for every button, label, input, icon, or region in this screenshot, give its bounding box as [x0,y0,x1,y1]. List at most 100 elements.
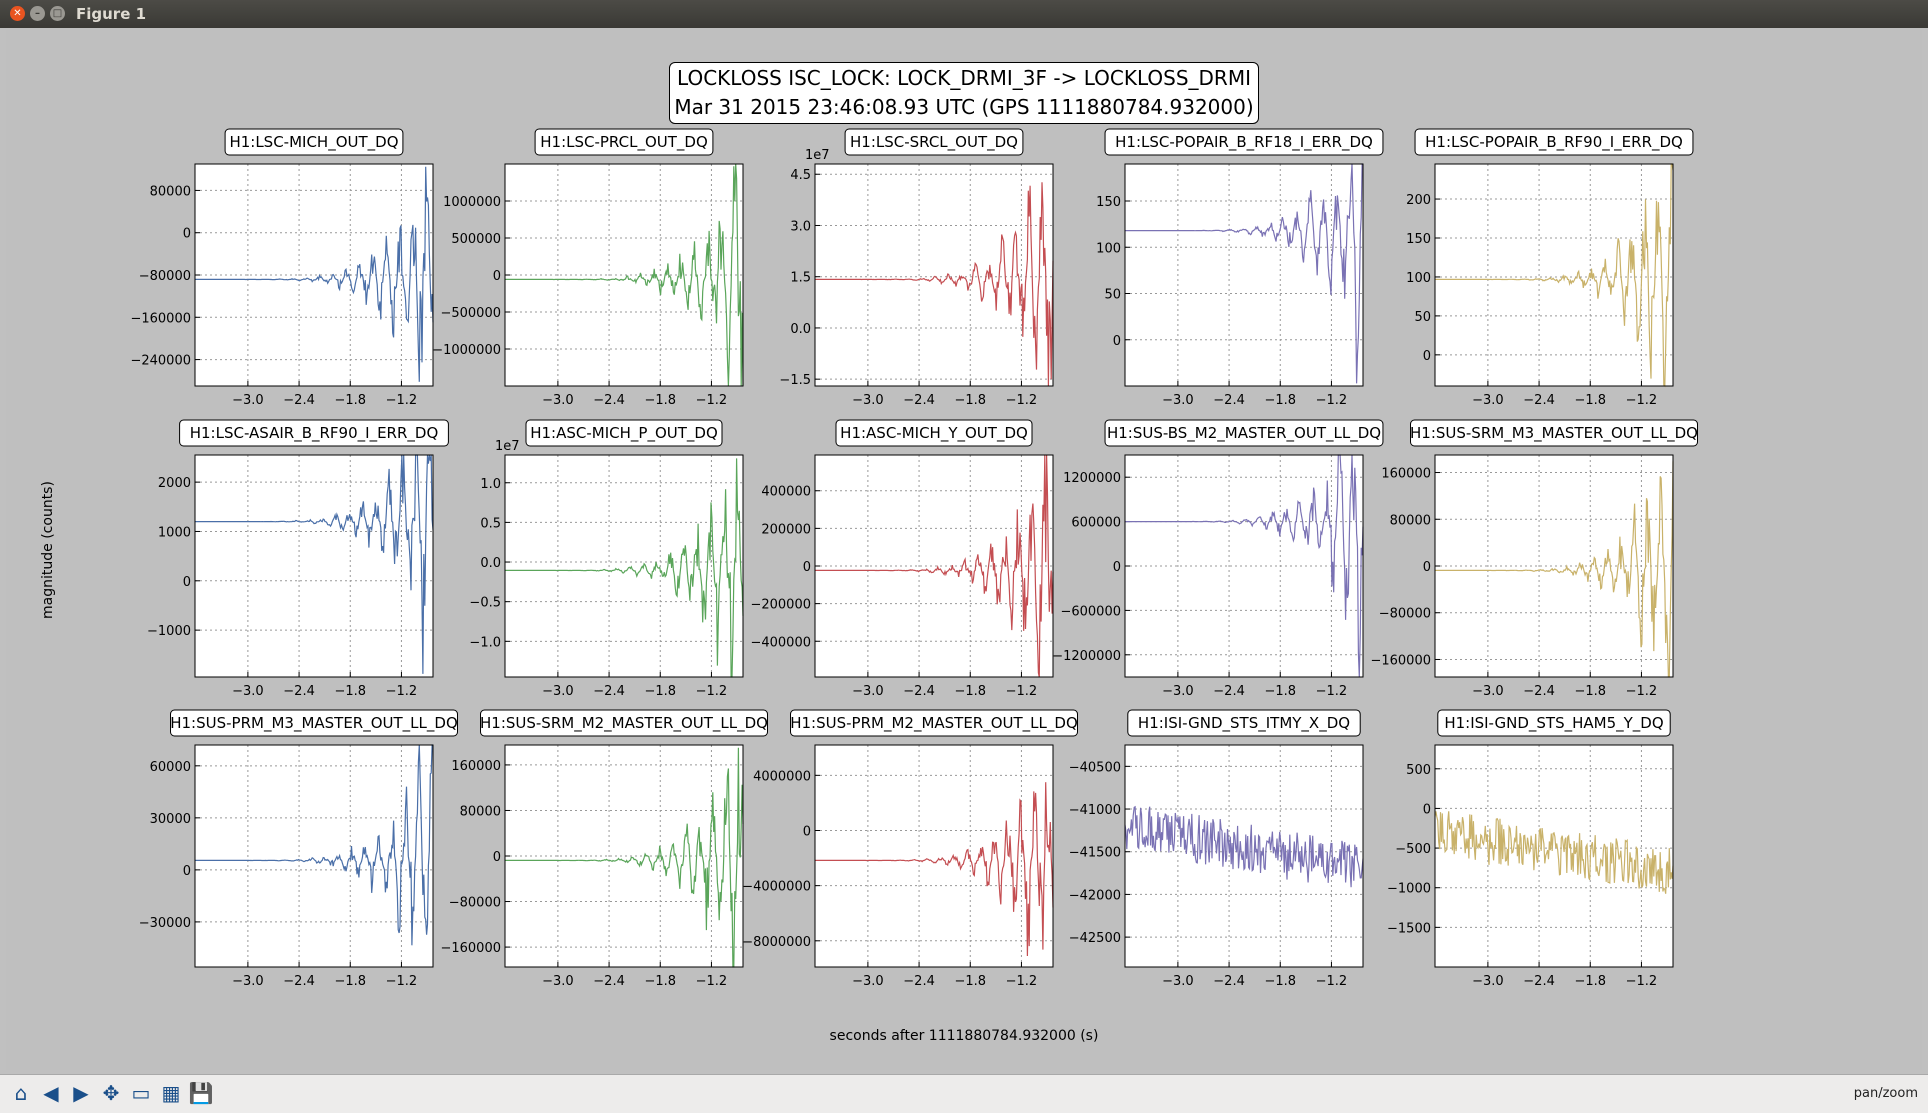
subplot-13[interactable]: −3.0 −2.4 −1.8 −1.2 4000000 0 −4000000 −8000000… [742,709,1078,989]
x-tick-label: −1.2 [1316,684,1348,699]
x-tick-label: −3.0 [852,393,884,408]
y-tick-label: 0 [1113,334,1121,349]
axes-frame [1124,744,1364,968]
subplot-6[interactable]: −3.0 −2.4 −1.8 −1.2 2000 1000 0 −1000 H1:LSC-ASA… [147,419,449,699]
pan-button[interactable]: ✥ [98,1080,124,1106]
subplot-title: H1:ISI-GND_STS_ITMY_X_DQ [1138,714,1350,733]
subplot-12[interactable]: −3.0 −2.4 −1.8 −1.2 160000 80000 0 −80000 −16000… [440,709,768,989]
axes-frame [194,744,434,968]
y-tick-label: 0 [183,864,191,879]
axes-background [195,455,433,677]
y-tick-label: −41000 [1069,803,1121,818]
subplot-title: H1:SUS-SRM_M2_MASTER_OUT_LL_DQ [480,714,768,733]
subplot-2[interactable]: −3.0 −2.4 −1.8 −1.2 1000000 500000 0 −500000 −10… [432,128,744,408]
subplot-3[interactable]: −3.0 −2.4 −1.8 −1.2 4.5 3.0 1.5 0.0 −1.5 1e7 H1:LS… [779,128,1054,408]
x-tick-label: −3.0 [1162,974,1194,989]
pan-icon: ✥ [102,1081,120,1105]
subplot-title-box [835,419,1033,447]
y-tick-label: −500 [1395,842,1431,857]
y-tick-label: −400000 [750,635,811,650]
y-tick-label: 80000 [150,184,191,199]
subplot-4[interactable]: −3.0 −2.4 −1.8 −1.2 150 100 50 0 H1:LSC-POPAIR_B… [1096,128,1384,408]
x-tick-label: −3.0 [1472,684,1504,699]
axes-background [815,745,1053,967]
subplot-15[interactable]: −3.0 −2.4 −1.8 −1.2 500 0 −500 −1000 −1500 H1:ISI… [1387,709,1674,989]
subplot-grid[interactable]: −3.0 −2.4 −1.8 −1.2 80000 0 −80000 −160000 −2400… [0,0,1928,1070]
y-tick-label: 0.0 [480,556,501,571]
minimize-window-button[interactable]: – [30,6,45,21]
back-button[interactable]: ◀ [38,1080,64,1106]
subplot-5[interactable]: −3.0 −2.4 −1.8 −1.2 200 150 100 50 0 H1:LSC-POPAI… [1406,128,1694,408]
x-tick-label: −1.8 [954,974,986,989]
axes-background [1435,455,1673,677]
axes-background [195,164,433,386]
y-tick-label: 50 [1414,310,1431,325]
home-button[interactable]: ⌂ [8,1080,34,1106]
subplot-title-box [480,709,768,737]
y-tick-label: −160000 [1370,653,1431,668]
y-tick-label: 50 [1104,288,1121,303]
y-tick-label: 60000 [150,760,191,775]
x-tick-label: −1.2 [386,393,418,408]
subplot-10[interactable]: −3.0 −2.4 −1.8 −1.2 160000 80000 0 −80000 −16000… [1370,419,1698,699]
subplot-8[interactable]: −3.0 −2.4 −1.8 −1.2 400000 200000 0 −200000 −400… [750,419,1054,699]
close-window-button[interactable]: ✕ [10,6,25,21]
subplot-7[interactable]: −3.0 −2.4 −1.8 −1.2 1.0 0.5 0.0 −0.5 −1.0 1e7 H1:A… [469,419,744,699]
subplot-1[interactable]: −3.0 −2.4 −1.8 −1.2 80000 0 −80000 −160000 −2400… [130,128,434,408]
x-tick-label: −1.8 [334,974,366,989]
series-line [1124,805,1364,888]
series-line [195,744,433,946]
save-button[interactable]: 💾 [188,1080,214,1106]
y-tick-label: −160000 [440,941,501,956]
subplot-title: H1:SUS-SRM_M3_MASTER_OUT_LL_DQ [1410,424,1698,443]
y-tick-label: 0.0 [790,322,811,337]
subplot-14[interactable]: −3.0 −2.4 −1.8 −1.2 −40500 −41000 −41500 −42000… [1069,709,1364,989]
y-tick-label: −1.0 [469,635,501,650]
subplot-title-box [1437,709,1671,737]
y-tick-label: −1000000 [432,343,501,358]
y-tick-label: −160000 [130,311,191,326]
x-tick-label: −1.8 [644,684,676,699]
axes-background [195,745,433,967]
y-tick-label: 0 [1423,349,1431,364]
y-tick-label: 2000 [158,476,191,491]
x-tick-label: −2.4 [903,684,935,699]
configure-button[interactable]: ▦ [158,1080,184,1106]
axes-background [1125,164,1363,386]
x-tick-label: −1.2 [1316,393,1348,408]
x-tick-label: −1.2 [1006,684,1038,699]
subplot-11[interactable]: −3.0 −2.4 −1.8 −1.2 60000 30000 0 −30000 H1:SUS-… [139,709,458,989]
zoom-button[interactable]: ▭ [128,1080,154,1106]
series-line [1125,163,1363,384]
axes-background [505,164,743,386]
y-tick-label: 500000 [451,232,501,247]
x-tick-label: −1.8 [1264,393,1296,408]
x-tick-label: −3.0 [232,393,264,408]
axes-frame [504,744,744,968]
subplot-title-box [170,709,458,737]
axes-background [1435,164,1673,386]
y-tick-label: 150 [1096,195,1121,210]
axes-background [815,164,1053,386]
y-tick-label: −8000000 [742,935,811,950]
subplot-9[interactable]: −3.0 −2.4 −1.8 −1.2 1200000 600000 0 −600000 −12… [1052,419,1384,699]
y-tick-label: 0 [183,575,191,590]
subplot-title: H1:ASC-MICH_P_OUT_DQ [530,424,718,443]
subplot-title: H1:SUS-PRM_M2_MASTER_OUT_LL_DQ [790,714,1078,733]
x-tick-label: −3.0 [1472,393,1504,408]
forward-button[interactable]: ▶ [68,1080,94,1106]
maximize-window-button[interactable]: □ [50,6,65,21]
x-tick-label: −3.0 [852,684,884,699]
y-tick-label: 0 [1423,802,1431,817]
y-tick-label: −80000 [139,269,191,284]
x-tick-label: −2.4 [903,393,935,408]
series-line [195,454,434,674]
x-tick-label: −3.0 [1472,974,1504,989]
x-tick-label: −2.4 [593,684,625,699]
home-icon: ⌂ [14,1081,28,1105]
series-line [505,747,744,968]
x-tick-label: −3.0 [852,974,884,989]
y-tick-label: 4000000 [753,769,811,784]
x-tick-label: −1.8 [644,393,676,408]
